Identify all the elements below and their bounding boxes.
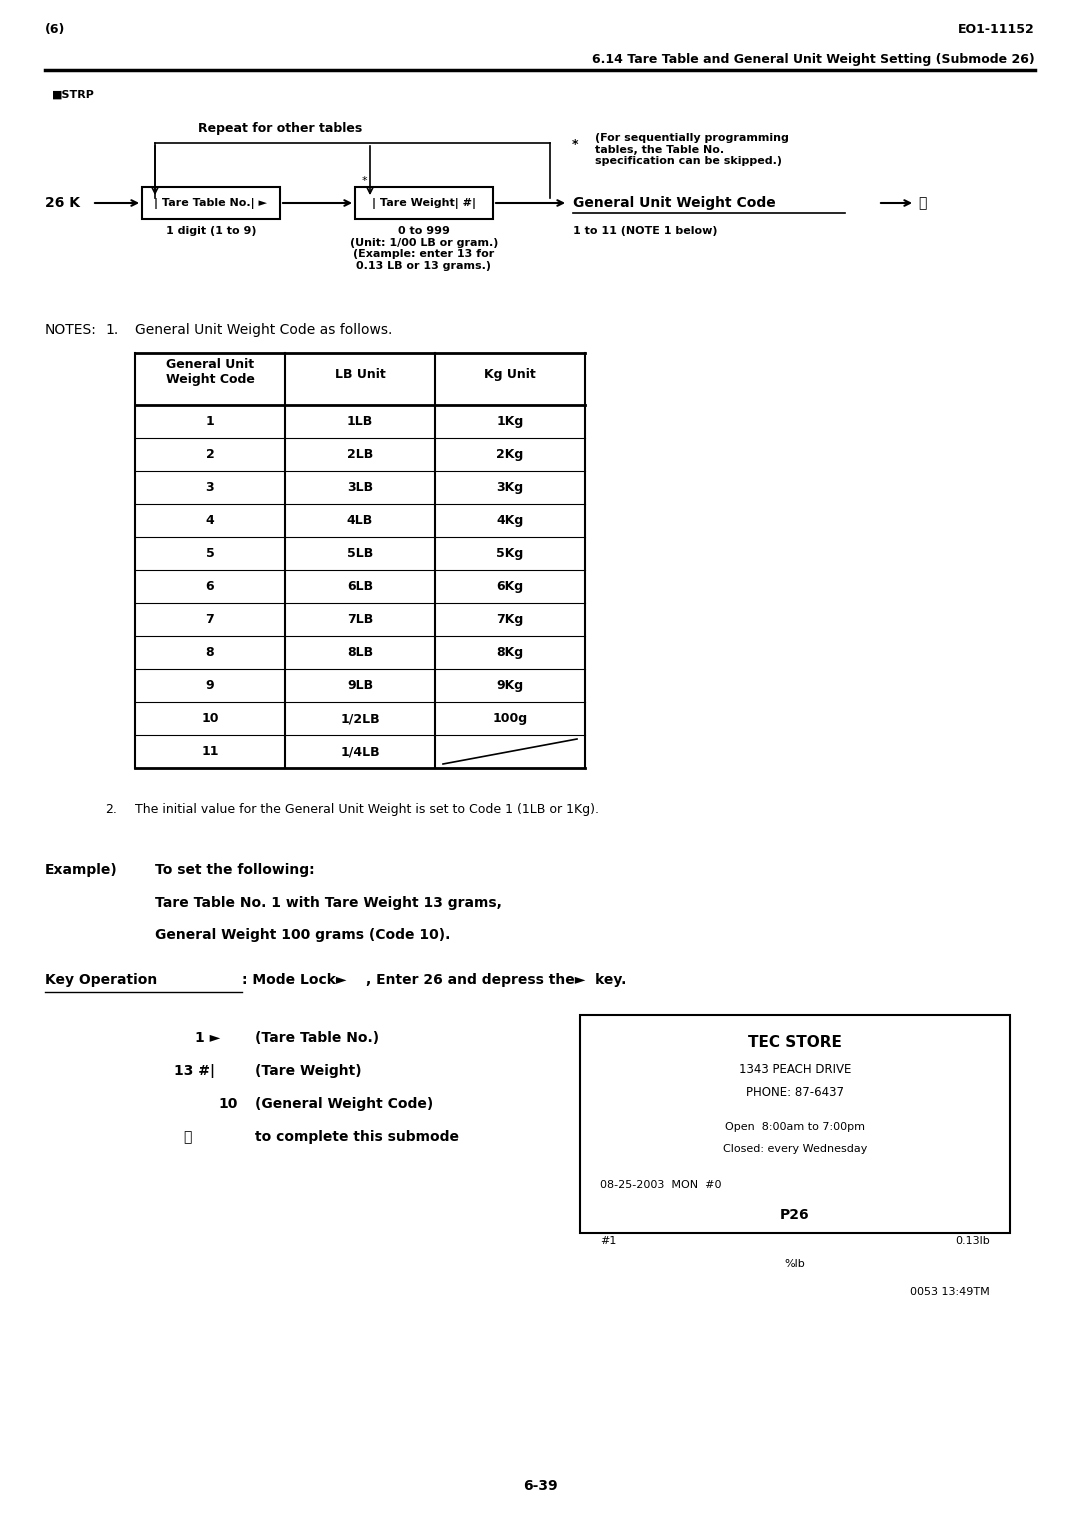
Text: EO1-11152: EO1-11152 xyxy=(958,23,1035,37)
Text: 4LB: 4LB xyxy=(347,513,373,527)
Text: 7: 7 xyxy=(205,613,214,626)
Text: General Unit Weight Code as follows.: General Unit Weight Code as follows. xyxy=(135,322,392,338)
Text: : Mode Lock►    , Enter 26 and depress the►  key.: : Mode Lock► , Enter 26 and depress the►… xyxy=(242,973,626,987)
Text: Repeat for other tables: Repeat for other tables xyxy=(198,122,362,134)
Text: 8: 8 xyxy=(205,646,214,659)
Text: 8LB: 8LB xyxy=(347,646,373,659)
Text: The initial value for the General Unit Weight is set to Code 1 (1LB or 1Kg).: The initial value for the General Unit W… xyxy=(135,804,599,816)
Text: Key Operation: Key Operation xyxy=(45,973,158,987)
Text: 6LB: 6LB xyxy=(347,581,373,593)
Text: P26: P26 xyxy=(780,1209,810,1222)
Text: 1: 1 xyxy=(205,416,214,428)
Text: Ａ: Ａ xyxy=(184,1131,192,1144)
Text: *: * xyxy=(572,138,579,151)
Bar xyxy=(580,1015,1010,1233)
Text: 0053 13:49TM: 0053 13:49TM xyxy=(910,1287,990,1297)
Text: | Tare Weight| #|: | Tare Weight| #| xyxy=(372,197,476,208)
Text: 5LB: 5LB xyxy=(347,547,373,559)
Text: Closed: every Wednesday: Closed: every Wednesday xyxy=(723,1144,867,1154)
Text: NOTES:: NOTES: xyxy=(45,322,97,338)
Text: 10: 10 xyxy=(201,712,219,724)
Text: General Unit Weight Code: General Unit Weight Code xyxy=(573,196,775,209)
Text: 08-25-2003  MON  #0: 08-25-2003 MON #0 xyxy=(600,1180,721,1190)
Text: General Weight 100 grams (Code 10).: General Weight 100 grams (Code 10). xyxy=(156,927,450,941)
Text: 3Kg: 3Kg xyxy=(497,481,524,494)
Text: (Tare Table No.): (Tare Table No.) xyxy=(255,1031,379,1045)
Text: LB Unit: LB Unit xyxy=(335,368,386,380)
Text: 7Kg: 7Kg xyxy=(497,613,524,626)
Text: to complete this submode: to complete this submode xyxy=(255,1131,459,1144)
Text: 2LB: 2LB xyxy=(347,448,373,461)
Text: 9LB: 9LB xyxy=(347,678,373,692)
Text: %lb: %lb xyxy=(785,1259,806,1268)
Text: Example): Example) xyxy=(45,863,118,877)
Text: 13 #|: 13 #| xyxy=(174,1063,215,1077)
Text: PHONE: 87-6437: PHONE: 87-6437 xyxy=(746,1086,843,1099)
Text: | Tare Table No.| ►: | Tare Table No.| ► xyxy=(154,197,268,208)
Text: 5Kg: 5Kg xyxy=(497,547,524,559)
Text: 6-39: 6-39 xyxy=(523,1479,557,1493)
Text: (For sequentially programming
tables, the Table No.
specification can be skipped: (For sequentially programming tables, th… xyxy=(595,133,788,167)
Text: #1: #1 xyxy=(600,1236,617,1245)
Text: 1/2LB: 1/2LB xyxy=(340,712,380,724)
Text: Kg Unit: Kg Unit xyxy=(484,368,536,380)
Text: 6.14 Tare Table and General Unit Weight Setting (Submode 26): 6.14 Tare Table and General Unit Weight … xyxy=(592,53,1035,66)
Text: 3LB: 3LB xyxy=(347,481,373,494)
Text: 26 K: 26 K xyxy=(45,196,80,209)
Text: *: * xyxy=(362,176,367,186)
Text: Open  8:00am to 7:00pm: Open 8:00am to 7:00pm xyxy=(725,1122,865,1132)
Text: 4Kg: 4Kg xyxy=(497,513,524,527)
Text: 2: 2 xyxy=(205,448,214,461)
Text: Tare Table No. 1 with Tare Weight 13 grams,: Tare Table No. 1 with Tare Weight 13 gra… xyxy=(156,895,502,911)
Text: 11: 11 xyxy=(201,746,219,758)
Text: 1/4LB: 1/4LB xyxy=(340,746,380,758)
Text: To set the following:: To set the following: xyxy=(156,863,314,877)
Text: 3: 3 xyxy=(205,481,214,494)
Text: 7LB: 7LB xyxy=(347,613,373,626)
Text: 1Kg: 1Kg xyxy=(497,416,524,428)
Text: 1 ►: 1 ► xyxy=(194,1031,220,1045)
Text: 0 to 999
(Unit: 1/00 LB or gram.)
(Example: enter 13 for
0.13 LB or 13 grams.): 0 to 999 (Unit: 1/00 LB or gram.) (Examp… xyxy=(350,226,498,270)
Text: 2.: 2. xyxy=(105,804,117,816)
Bar xyxy=(355,186,492,219)
Text: (Tare Weight): (Tare Weight) xyxy=(255,1063,362,1077)
Text: 1LB: 1LB xyxy=(347,416,373,428)
Text: 2Kg: 2Kg xyxy=(497,448,524,461)
Text: ■STRP: ■STRP xyxy=(52,90,95,99)
Text: 10: 10 xyxy=(218,1097,238,1111)
Text: Ａ: Ａ xyxy=(918,196,927,209)
Bar xyxy=(141,186,280,219)
Text: 6: 6 xyxy=(205,581,214,593)
Text: 8Kg: 8Kg xyxy=(497,646,524,659)
Text: 9Kg: 9Kg xyxy=(497,678,524,692)
Text: 100g: 100g xyxy=(492,712,527,724)
Text: 1 digit (1 to 9): 1 digit (1 to 9) xyxy=(165,226,256,235)
Text: TEC STORE: TEC STORE xyxy=(748,1034,842,1050)
Text: 1 to 11 (NOTE 1 below): 1 to 11 (NOTE 1 below) xyxy=(573,226,717,235)
Text: (6): (6) xyxy=(45,23,66,37)
Text: 4: 4 xyxy=(205,513,214,527)
Text: 6Kg: 6Kg xyxy=(497,581,524,593)
Text: General Unit
Weight Code: General Unit Weight Code xyxy=(165,358,255,387)
Text: 5: 5 xyxy=(205,547,214,559)
Text: 0.13lb: 0.13lb xyxy=(955,1236,990,1245)
Text: 9: 9 xyxy=(205,678,214,692)
Text: 1.: 1. xyxy=(105,322,118,338)
Text: (General Weight Code): (General Weight Code) xyxy=(255,1097,433,1111)
Text: 1343 PEACH DRIVE: 1343 PEACH DRIVE xyxy=(739,1063,851,1076)
